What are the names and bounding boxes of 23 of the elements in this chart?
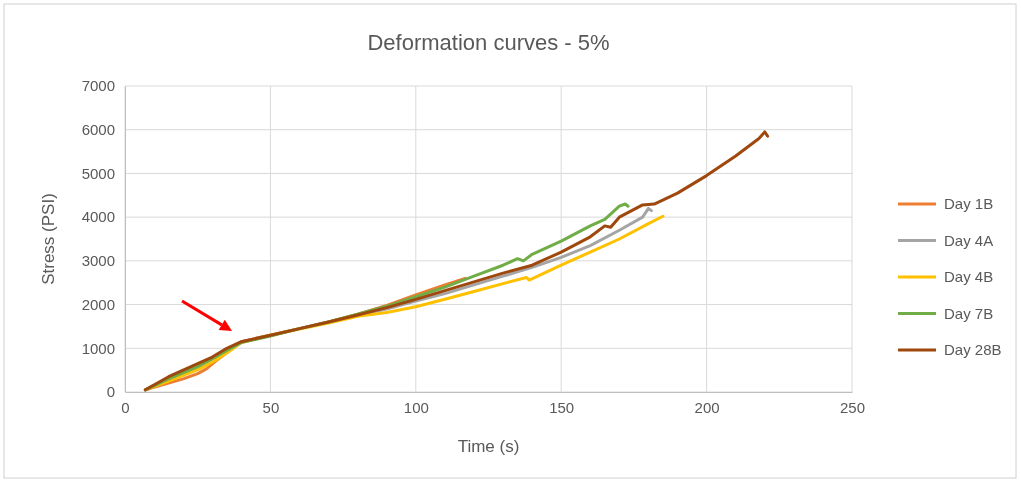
legend-label: Day 4B xyxy=(944,268,994,285)
y-tick-label: 5000 xyxy=(81,164,115,182)
chart-title: Deformation curves - 5% xyxy=(367,30,610,55)
y-axis-title: Stress (PSI) xyxy=(39,193,58,285)
x-axis-title: Time (s) xyxy=(457,437,520,456)
x-tick-label: 250 xyxy=(839,398,866,416)
y-tick-label: 2000 xyxy=(81,295,115,313)
y-tick-label: 0 xyxy=(106,383,115,401)
legend-label: Day 1B xyxy=(944,195,994,212)
x-tick-label: 0 xyxy=(121,398,130,416)
y-tick-label: 7000 xyxy=(81,77,115,95)
y-tick-label: 6000 xyxy=(81,121,115,139)
legend-label: Day 7B xyxy=(944,304,994,322)
x-tick-label: 50 xyxy=(262,398,280,416)
x-tick-label: 150 xyxy=(549,398,575,416)
y-tick-label: 3000 xyxy=(81,252,115,270)
y-tick-label: 1000 xyxy=(81,339,115,357)
x-tick-label: 200 xyxy=(694,398,720,416)
line-series xyxy=(143,130,770,392)
y-tick-label: 4000 xyxy=(81,208,115,226)
legend-label: Day 4A xyxy=(944,231,994,249)
legend-label: Day 28B xyxy=(944,341,1002,358)
x-tick-label: 100 xyxy=(403,398,429,416)
